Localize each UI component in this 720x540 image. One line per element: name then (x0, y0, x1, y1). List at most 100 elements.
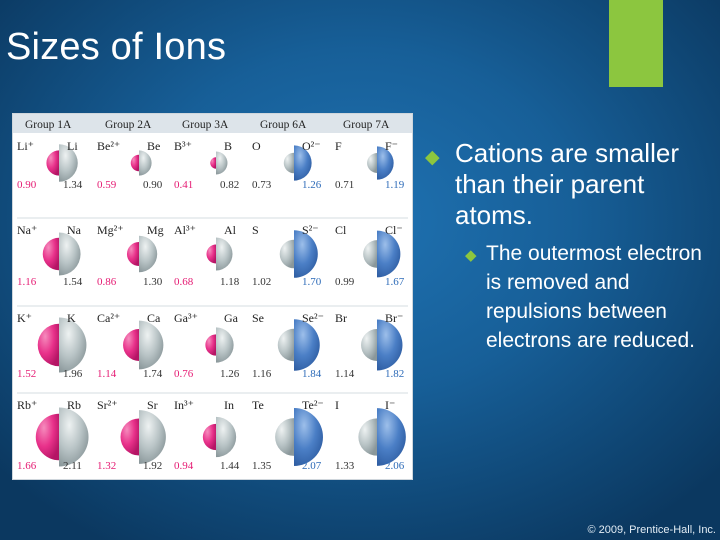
atom-radius: 1.30 (143, 276, 163, 288)
atom-sphere (363, 240, 377, 268)
ion-radius: 2.06 (385, 460, 405, 472)
atom-sphere (216, 151, 228, 175)
ion-radius: 1.84 (302, 368, 322, 380)
atom-symbol: Na (67, 223, 82, 237)
ionic-radii-figure: Group 1A Group 2A Group 3A Group 6A Group 7A… (13, 114, 412, 472)
group-header: Group 7A (343, 119, 390, 131)
ion-symbol: Te²⁻ (302, 398, 324, 412)
ion-radius: 0.90 (17, 179, 37, 191)
table-header-band (13, 114, 412, 133)
ion-symbol: B³⁺ (174, 139, 192, 153)
atom-radius: 0.82 (220, 179, 239, 191)
ion-symbol: Be²⁺ (97, 139, 120, 153)
atom-symbol: K (67, 311, 76, 325)
atom-radius: 1.74 (143, 368, 163, 380)
atom-symbol: Se (252, 311, 264, 325)
atom-radius: 1.96 (63, 368, 83, 380)
ion-radius: 0.68 (174, 276, 194, 288)
ion-symbol: K⁺ (17, 311, 32, 325)
ion-symbol: Ga³⁺ (174, 311, 198, 325)
ion-radius: 1.26 (302, 179, 322, 191)
atom-radius: 0.99 (335, 276, 355, 288)
bullet-text: The outermost electron is removed and re… (486, 242, 702, 352)
ion-symbol: Br⁻ (385, 311, 403, 325)
atom-sphere (139, 235, 158, 273)
ion-sphere (202, 423, 216, 451)
atom-radius: 1.92 (143, 460, 162, 472)
ion-radius: 1.19 (385, 179, 405, 191)
atom-symbol: Sr (147, 398, 158, 412)
atom-sphere (279, 239, 294, 269)
ion-symbol: Al³⁺ (174, 223, 196, 237)
ion-radius: 1.70 (302, 276, 322, 288)
ion-radius: 2.07 (302, 460, 322, 472)
atom-sphere (216, 416, 237, 458)
ion-radius: 0.86 (97, 276, 117, 288)
atom-sphere (216, 237, 233, 271)
group-header: Group 2A (105, 119, 152, 131)
ion-sphere (210, 157, 216, 169)
ion-symbol: Ca²⁺ (97, 311, 120, 325)
diamond-bullet-icon: ◆ (465, 247, 477, 264)
ion-symbol: Na⁺ (17, 223, 37, 237)
ion-radius: 0.41 (174, 179, 193, 191)
copyright-notice: © 2009, Prentice-Hall, Inc. (587, 524, 716, 536)
ion-radius: 1.52 (17, 368, 36, 380)
atom-sphere (283, 152, 294, 174)
atom-radius: 0.71 (335, 179, 354, 191)
ion-sphere (294, 408, 323, 466)
ion-radius: 1.66 (17, 460, 37, 472)
atom-symbol: B (224, 139, 232, 153)
atom-sphere (139, 320, 164, 370)
atom-radius: 2.11 (63, 460, 82, 472)
ion-symbol: F⁻ (385, 139, 398, 153)
bullet-level1: ◆ Cations are smaller than their parent … (425, 138, 715, 231)
ion-symbol: In³⁺ (174, 398, 194, 412)
diamond-bullet-icon: ◆ (425, 147, 440, 168)
ion-radius: 1.67 (385, 276, 405, 288)
atom-radius: 1.35 (252, 460, 272, 472)
atom-sphere (59, 232, 81, 276)
ion-sphere (205, 334, 216, 356)
ion-symbol: I⁻ (385, 398, 395, 412)
atom-radius: 1.33 (335, 460, 355, 472)
group-header: Group 1A (25, 119, 72, 131)
ion-radius: 0.76 (174, 368, 194, 380)
bullet-text: Cations are smaller than their parent at… (455, 138, 679, 230)
atom-sphere (358, 418, 377, 456)
atom-sphere (59, 317, 87, 373)
ion-symbol: Se²⁻ (302, 311, 324, 325)
ion-symbol: Li⁺ (17, 139, 34, 153)
ion-sphere (377, 146, 394, 180)
atom-symbol: Rb (67, 398, 81, 412)
ion-sphere (123, 329, 139, 361)
ion-radius: 0.94 (174, 460, 194, 472)
atom-symbol: I (335, 398, 339, 412)
atom-radius: 1.34 (63, 179, 83, 191)
atom-sphere (361, 329, 377, 361)
bullet-level2: ◆ The outermost electron is removed and … (425, 239, 715, 355)
ion-sphere (35, 413, 59, 461)
atom-sphere (59, 407, 89, 467)
atom-radius: 1.02 (252, 276, 271, 288)
ion-sphere (294, 230, 318, 278)
ion-symbol: Mg²⁺ (97, 223, 124, 237)
ion-sphere (42, 237, 59, 271)
atom-sphere (275, 418, 294, 456)
ion-symbol: Rb⁺ (17, 398, 37, 412)
atom-sphere (59, 144, 78, 182)
atom-radius: 0.73 (252, 179, 272, 191)
atom-radius: 1.14 (335, 368, 355, 380)
atom-symbol: Te (252, 398, 264, 412)
ion-symbol: S²⁻ (302, 223, 319, 237)
atom-sphere (216, 327, 234, 363)
ion-symbol: Cl⁻ (385, 223, 403, 237)
ion-sphere (377, 319, 403, 371)
ion-sphere (120, 418, 139, 456)
ion-sphere (37, 323, 59, 367)
ion-radius: 0.59 (97, 179, 117, 191)
atom-symbol: Br (335, 311, 347, 325)
atom-sphere (139, 150, 152, 176)
accent-bar (609, 0, 663, 87)
ion-radius: 1.16 (17, 276, 37, 288)
